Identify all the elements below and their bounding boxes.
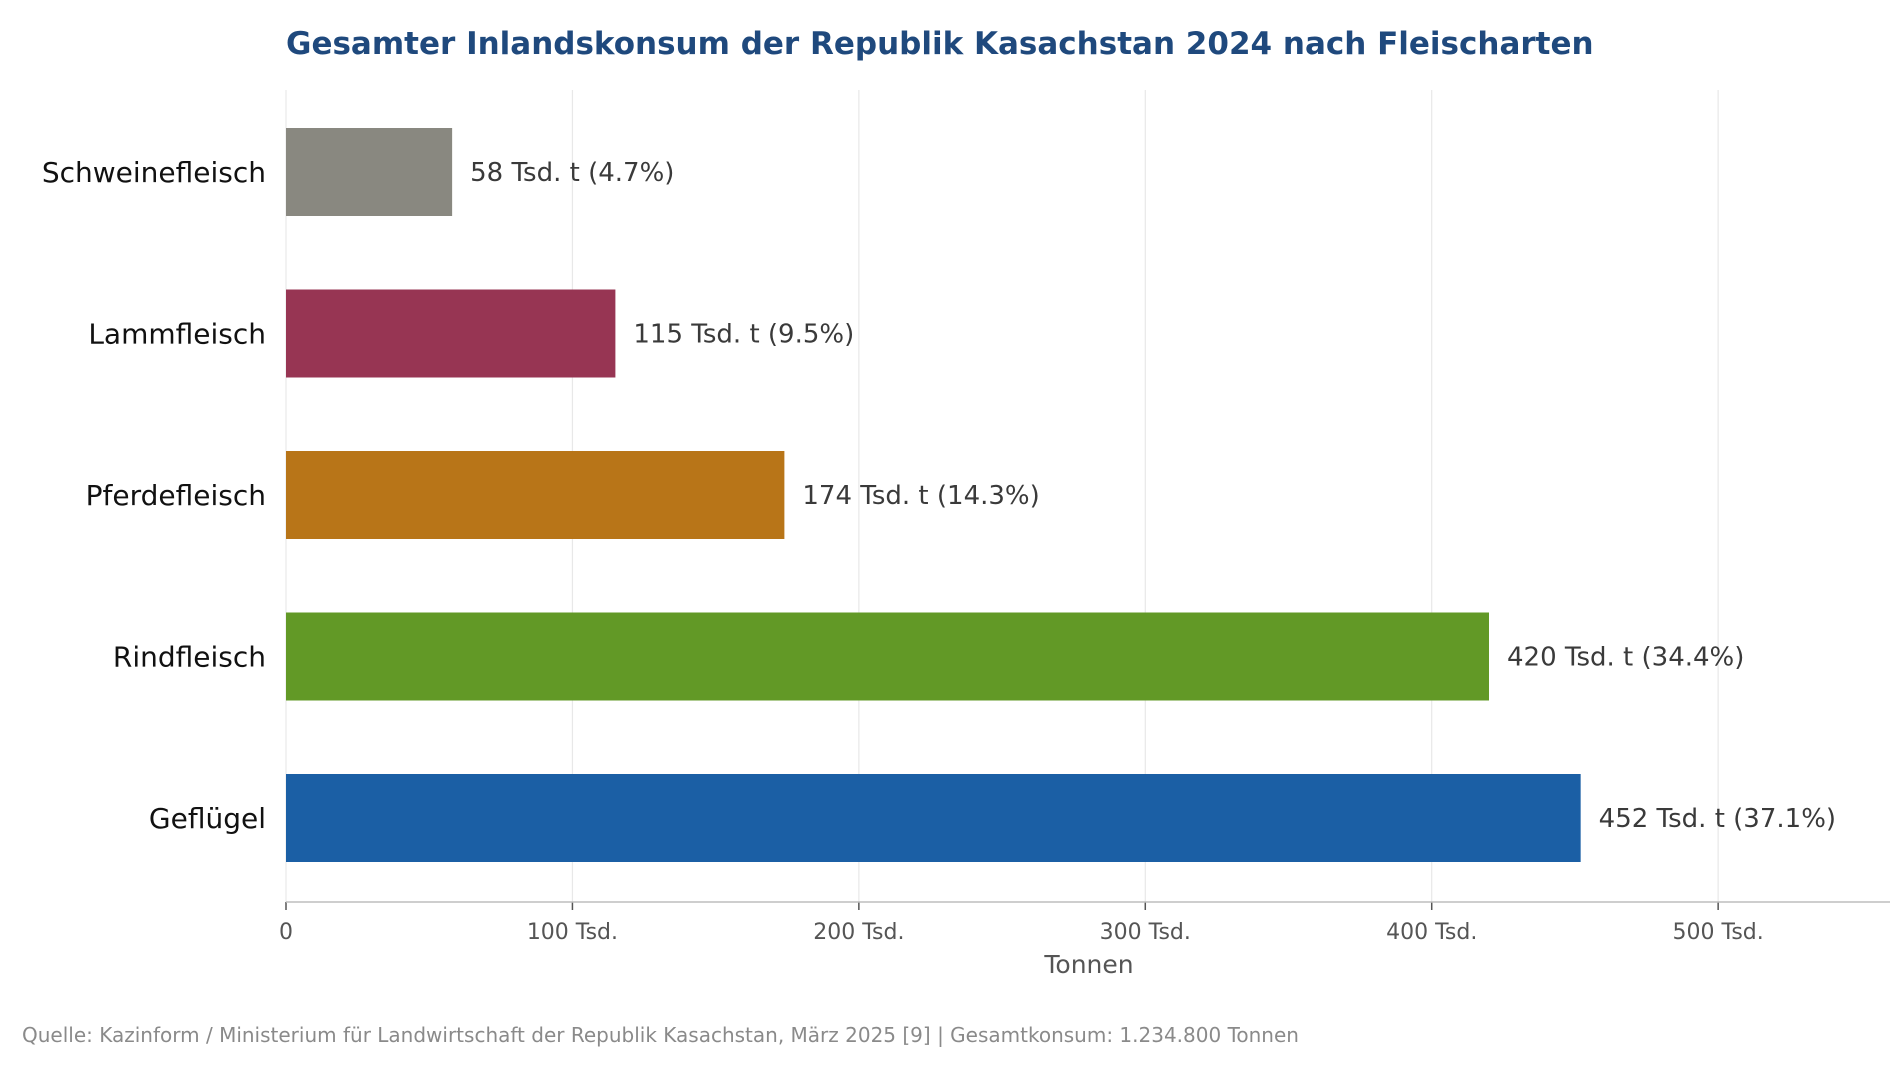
category-label: Schweinefleisch xyxy=(42,156,266,189)
bar-pferdefleisch xyxy=(286,451,785,539)
bar-geflügel xyxy=(286,774,1581,862)
category-label: Pferdefleisch xyxy=(86,479,266,512)
x-axis-title: Tonnen xyxy=(1043,950,1133,979)
value-label: 420 Tsd. t (34.4%) xyxy=(1507,643,1744,673)
labels: Schweinefleisch 58 Tsd. t (4.7%) Lammfleis… xyxy=(42,156,1836,835)
bar-rindfleisch xyxy=(286,612,1489,701)
bars xyxy=(286,128,1581,862)
category-label: Rindfleisch xyxy=(113,641,266,674)
value-label: 452 Tsd. t (37.1%) xyxy=(1599,804,1836,834)
bar-lammfleisch xyxy=(286,289,616,378)
x-tick-label: 400 Tsd. xyxy=(1386,920,1477,945)
x-tick-label: 100 Tsd. xyxy=(527,920,618,945)
chart-title: Gesamter Inlandskonsum der Republik Kasa… xyxy=(286,26,1594,62)
grid-lines xyxy=(285,90,1719,902)
x-tick-label: 300 Tsd. xyxy=(1100,920,1191,945)
value-label: 174 Tsd. t (14.3%) xyxy=(802,481,1039,511)
category-label: Lammfleisch xyxy=(88,318,266,351)
x-axis: 0 100 Tsd. 200 Tsd. 300 Tsd. 400 Tsd. 500 Tsd… xyxy=(279,901,1890,945)
source-note: Quelle: Kazinform / Ministerium für Land… xyxy=(22,1023,1299,1047)
value-label: 58 Tsd. t (4.7%) xyxy=(470,158,674,188)
category-label: Geflügel xyxy=(149,802,266,835)
x-tick-label: 200 Tsd. xyxy=(813,920,904,945)
value-label: 115 Tsd. t (9.5%) xyxy=(633,320,854,350)
bar-schweinefleisch xyxy=(286,128,453,216)
x-tick-label: 0 xyxy=(279,920,293,945)
x-tick-label: 500 Tsd. xyxy=(1673,920,1764,945)
